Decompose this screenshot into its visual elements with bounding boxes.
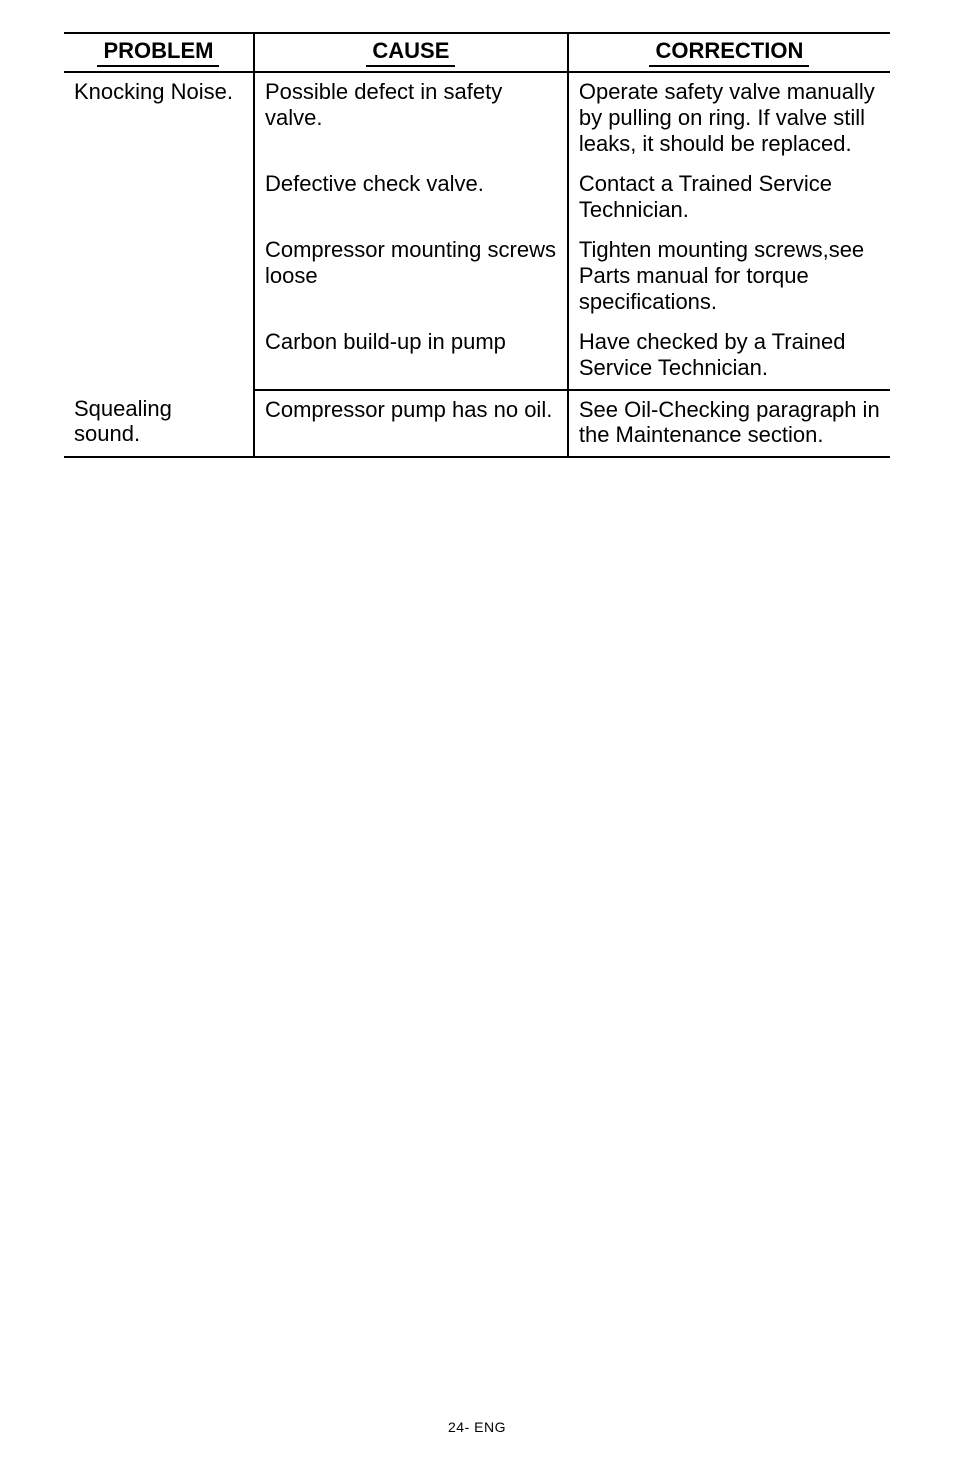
cause-cell: Compressor mounting screws loose (254, 231, 568, 323)
cause-cell: Compressor pump has no oil. (254, 390, 568, 458)
problem-cell: Squealing sound. (64, 390, 254, 458)
correction-cell: Operate safety valve manually by pulling… (568, 72, 890, 165)
correction-cell: See Oil-Checking paragraph in the Mainte… (568, 390, 890, 458)
page: PROBLEM CAUSE CORRECTION Knocking Noise.… (0, 0, 954, 1475)
troubleshooting-table: PROBLEM CAUSE CORRECTION Knocking Noise.… (64, 32, 890, 458)
correction-cell: Contact a Trained Service Technician. (568, 165, 890, 231)
problem-cell: Knocking Noise. (64, 72, 254, 390)
correction-cell: Have checked by a Trained Service Techni… (568, 323, 890, 390)
header-problem: PROBLEM (97, 38, 219, 67)
correction-cell: Tighten mounting screws,see Parts manual… (568, 231, 890, 323)
header-correction: CORRECTION (649, 38, 809, 67)
page-footer: 24- ENG (0, 1419, 954, 1435)
cause-cell: Defective check valve. (254, 165, 568, 231)
cause-cell: Possible defect in safety valve. (254, 72, 568, 165)
header-cause: CAUSE (366, 38, 455, 67)
cause-cell: Carbon build-up in pump (254, 323, 568, 390)
